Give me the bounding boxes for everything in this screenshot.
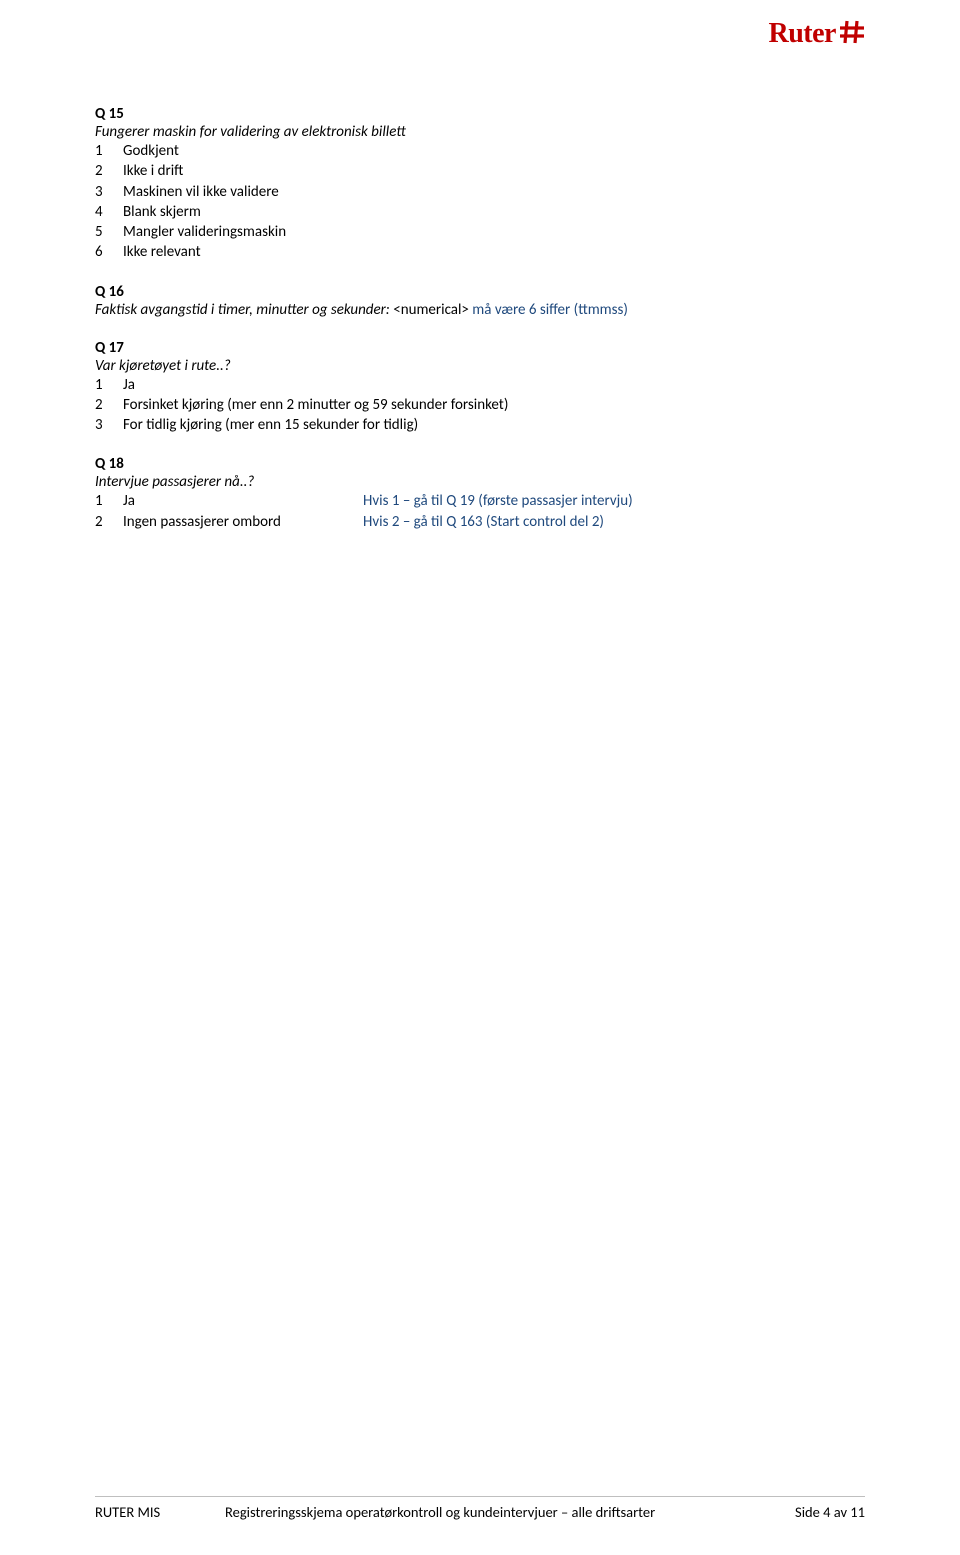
option-number: 3	[95, 415, 123, 435]
option-number: 3	[95, 182, 123, 202]
logo: Ruter	[769, 18, 865, 50]
q15-heading: Q 15	[95, 105, 865, 123]
q17-option: 2Forsinket kjøring (mer enn 2 minutter o…	[95, 395, 865, 415]
option-text: Maskinen vil ikke validere	[123, 182, 865, 202]
question-15: Q 15 Fungerer maskin for validering av e…	[95, 105, 865, 263]
option-number: 2	[95, 512, 123, 532]
q15-option: 6Ikke relevant	[95, 242, 865, 262]
logo-hash-icon	[839, 19, 865, 50]
option-text: Mangler valideringsmaskin	[123, 222, 865, 242]
option-number: 1	[95, 375, 123, 395]
option-number: 1	[95, 141, 123, 161]
option-text: Godkjent	[123, 141, 865, 161]
page-footer: RUTER MIS Registreringsskjema operatørko…	[95, 1496, 865, 1521]
q18-heading: Q 18	[95, 455, 865, 473]
q16-note: må være 6 siffer (ttmmss)	[469, 301, 628, 319]
q17-heading: Q 17	[95, 339, 865, 357]
q17-option: 3For tidlig kjøring (mer enn 15 sekunder…	[95, 415, 865, 435]
q15-option: 3Maskinen vil ikke validere	[95, 182, 865, 202]
q17-prompt: Var kjøretøyet i rute..?	[95, 357, 865, 375]
option-number: 2	[95, 161, 123, 181]
q18-option: 1 Ja Hvis 1 – gå til Q 19 (første passas…	[95, 491, 865, 511]
option-text: Ikke relevant	[123, 242, 865, 262]
q16-heading: Q 16	[95, 283, 865, 301]
q15-option: 2Ikke i drift	[95, 161, 865, 181]
option-number: 6	[95, 242, 123, 262]
question-17: Q 17 Var kjøretøyet i rute..? 1Ja 2Forsi…	[95, 339, 865, 436]
q15-prompt: Fungerer maskin for validering av elektr…	[95, 123, 865, 141]
option-number: 2	[95, 395, 123, 415]
q17-option: 1Ja	[95, 375, 865, 395]
option-text: Forsinket kjøring (mer enn 2 minutter og…	[123, 395, 865, 415]
q15-option: 4Blank skjerm	[95, 202, 865, 222]
logo-text: Ruter	[769, 18, 836, 50]
footer-page: Side 4 av 11	[795, 1503, 865, 1521]
question-18: Q 18 Intervjue passasjerer nå..? 1 Ja Hv…	[95, 455, 865, 532]
option-number: 1	[95, 491, 123, 511]
option-route: Hvis 1 – gå til Q 19 (første passasjer i…	[363, 491, 865, 511]
footer-left: RUTER MIS Registreringsskjema operatørko…	[95, 1503, 655, 1521]
option-text: Blank skjerm	[123, 202, 865, 222]
q16-numerical-tag: <numerical>	[393, 301, 469, 319]
q16-prompt-pre: Faktisk avgangstid i timer, minutter og …	[95, 301, 393, 319]
option-number: 5	[95, 222, 123, 242]
option-text: Ja	[123, 375, 865, 395]
option-text: For tidlig kjøring (mer enn 15 sekunder …	[123, 415, 865, 435]
footer-title: Registreringsskjema operatørkontroll og …	[225, 1503, 655, 1521]
q18-option: 2 Ingen passasjerer ombord Hvis 2 – gå t…	[95, 512, 865, 532]
option-route: Hvis 2 – gå til Q 163 (Start control del…	[363, 512, 865, 532]
q15-option: 5Mangler valideringsmaskin	[95, 222, 865, 242]
option-text: Ingen passasjerer ombord	[123, 512, 363, 532]
q18-prompt: Intervjue passasjerer nå..?	[95, 473, 865, 491]
q16-prompt: Faktisk avgangstid i timer, minutter og …	[95, 301, 865, 319]
option-text: Ikke i drift	[123, 161, 865, 181]
option-number: 4	[95, 202, 123, 222]
footer-brand: RUTER MIS	[95, 1503, 225, 1521]
q15-option: 1Godkjent	[95, 141, 865, 161]
question-16: Q 16 Faktisk avgangstid i timer, minutte…	[95, 283, 865, 319]
option-text: Ja	[123, 491, 363, 511]
